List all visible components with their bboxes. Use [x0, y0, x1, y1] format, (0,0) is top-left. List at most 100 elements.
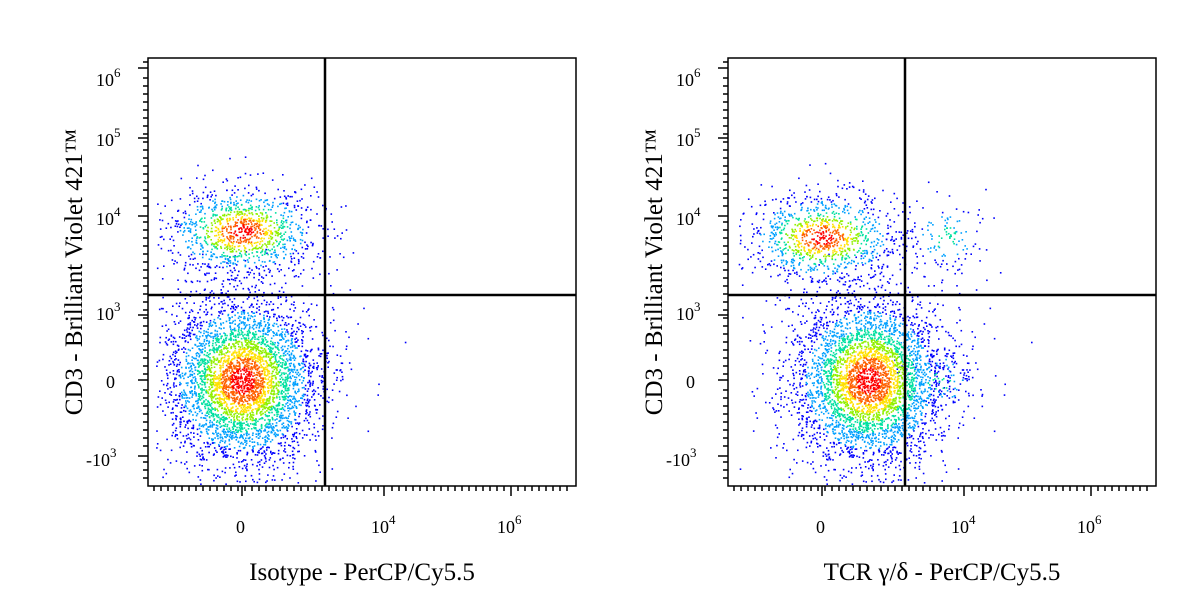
event-dot	[268, 353, 270, 355]
event-dot	[183, 346, 185, 349]
event-dot	[229, 433, 232, 436]
event-dot	[231, 244, 234, 247]
event-dot	[196, 280, 199, 282]
event-dot	[235, 429, 237, 431]
event-dot	[216, 420, 219, 422]
event-dot	[329, 256, 331, 258]
event-dot	[180, 441, 182, 444]
event-dot	[205, 298, 207, 301]
event-dot	[233, 447, 236, 449]
event-dot	[203, 338, 206, 341]
event-dot	[250, 315, 252, 317]
event-dot	[209, 352, 211, 355]
event-dot	[246, 361, 249, 364]
event-dot	[247, 402, 249, 405]
event-dot	[225, 418, 227, 421]
event-dot	[231, 388, 234, 390]
event-dot	[221, 200, 224, 202]
event-dot	[260, 322, 262, 325]
event-dot	[222, 386, 225, 389]
event-dot	[248, 437, 251, 440]
event-dot	[273, 397, 276, 399]
plot-isotype: 106 105 104 103 0 -103 0 104 106 Isotype…	[61, 57, 577, 586]
event-dot	[285, 372, 287, 375]
event-dot	[297, 482, 300, 484]
event-dot	[266, 352, 268, 354]
event-dot	[192, 376, 195, 379]
event-dot	[196, 323, 199, 325]
event-dot	[267, 208, 270, 211]
event-dot	[203, 378, 205, 381]
event-dot	[299, 322, 301, 324]
event-dot	[245, 434, 248, 436]
event-dot	[332, 422, 335, 425]
event-dot	[203, 360, 205, 363]
event-dot	[291, 450, 294, 453]
event-dot	[292, 383, 294, 386]
event-dot	[235, 200, 237, 202]
event-dot	[220, 365, 222, 367]
event-dot	[184, 410, 187, 413]
event-dot	[200, 459, 203, 461]
event-dot	[257, 432, 260, 435]
event-dot	[201, 362, 204, 364]
event-dot	[192, 363, 194, 365]
event-dot	[179, 417, 182, 419]
event-dot	[288, 354, 291, 357]
event-dot	[266, 364, 268, 366]
event-dot	[253, 276, 255, 279]
event-dot	[208, 297, 210, 299]
event-dot	[183, 391, 186, 393]
event-dot	[230, 238, 232, 240]
event-dot	[236, 202, 238, 205]
event-dot	[183, 229, 186, 232]
event-dot	[207, 353, 210, 356]
event-dot	[244, 172, 247, 175]
event-dot	[199, 308, 201, 311]
event-dot	[315, 480, 317, 482]
event-dot	[246, 463, 248, 465]
event-dot	[224, 354, 227, 357]
event-dot	[214, 198, 216, 201]
event-dot	[287, 407, 289, 410]
event-dot	[188, 214, 190, 217]
event-dot	[221, 241, 224, 244]
event-dot	[234, 245, 236, 248]
event-dot	[336, 354, 339, 356]
event-dot	[201, 375, 203, 377]
event-dot	[260, 417, 262, 420]
event-dot	[179, 320, 182, 322]
event-dot	[250, 194, 253, 197]
event-dot	[255, 333, 258, 336]
event-dot	[189, 375, 191, 377]
event-dot	[311, 348, 313, 351]
event-dot	[204, 358, 207, 361]
event-dot	[306, 355, 308, 358]
event-dot	[190, 431, 192, 434]
event-dot	[294, 307, 297, 309]
event-dot	[201, 221, 203, 223]
event-dot	[200, 349, 202, 351]
event-dot	[191, 329, 193, 332]
event-dot	[257, 443, 259, 446]
event-dot	[243, 249, 246, 252]
event-dot	[180, 411, 183, 413]
event-dot	[240, 311, 243, 313]
event-dot	[236, 368, 239, 370]
event-dot	[267, 418, 270, 421]
event-dot	[251, 360, 254, 362]
event-dot	[156, 361, 159, 363]
event-dot	[270, 350, 273, 352]
event-dot	[193, 382, 196, 384]
event-dot	[260, 386, 262, 388]
event-dot	[225, 246, 228, 248]
event-dot	[335, 379, 338, 381]
event-dot	[251, 409, 253, 412]
event-dot	[250, 404, 253, 407]
event-dot	[251, 389, 254, 392]
event-dot	[263, 450, 265, 452]
event-dot	[202, 250, 204, 253]
event-dot	[274, 419, 276, 421]
event-dot	[252, 366, 254, 369]
event-dot	[280, 437, 282, 439]
